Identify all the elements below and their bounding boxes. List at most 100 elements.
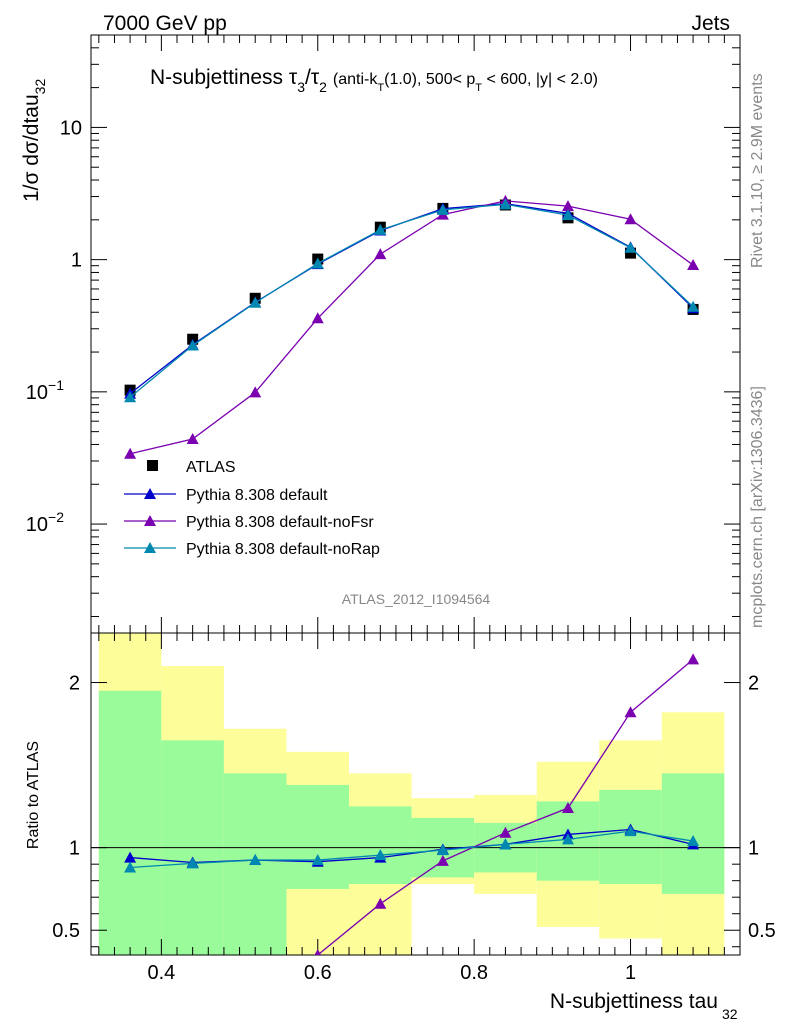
main-y-tick-label: 10 bbox=[60, 117, 82, 139]
title-main: N-subjettiness τ bbox=[150, 66, 298, 89]
ratio-point bbox=[436, 844, 449, 856]
main-series-line bbox=[129, 203, 694, 398]
main-y-label-sub: 32 bbox=[32, 79, 48, 95]
title-cuts-b: (1.0), 500< p bbox=[384, 71, 475, 88]
ratio-frame-box bbox=[90, 632, 741, 956]
main-mc-point bbox=[186, 432, 199, 444]
title-cuts-subT: T bbox=[377, 82, 384, 94]
plot-title: N-subjettiness τ3/τ2 (anti-kT(1.0), 500< … bbox=[150, 66, 598, 95]
main-mc-point bbox=[124, 391, 137, 403]
ratio-series-line bbox=[130, 830, 694, 869]
ratio-point bbox=[499, 826, 512, 838]
x-axis-label-sub: 32 bbox=[722, 1006, 738, 1022]
ratio-band-green bbox=[661, 773, 725, 894]
title-sub3: 3 bbox=[297, 79, 305, 95]
ratio-point bbox=[687, 653, 700, 665]
ratio-point bbox=[311, 854, 324, 866]
x-axis-label-text: N-subjettiness tau bbox=[550, 990, 718, 1013]
main-y-tick-label: 1 bbox=[71, 250, 82, 272]
ratio-point bbox=[561, 802, 574, 814]
ratio-series-1 bbox=[314, 653, 700, 955]
ratio-point bbox=[186, 857, 199, 869]
main-mc-point bbox=[186, 339, 199, 351]
main-mc-point bbox=[624, 213, 637, 225]
main-series-line bbox=[129, 203, 694, 395]
header-right: Jets bbox=[691, 12, 730, 35]
main-series bbox=[124, 194, 700, 459]
header-left: 7000 GeV pp bbox=[103, 12, 227, 35]
main-y-tick-exp: −1 bbox=[48, 377, 64, 393]
main-mc-point bbox=[561, 200, 574, 212]
legend-label: ATLAS bbox=[186, 459, 236, 476]
x-tick-label: 0.6 bbox=[304, 962, 332, 984]
ratio-y-tick-label-right: 0.5 bbox=[748, 920, 776, 942]
ratio-point bbox=[374, 849, 387, 861]
ratio-y-label: Ratio to ATLAS bbox=[25, 741, 42, 849]
main-mc-point bbox=[249, 386, 262, 398]
ratio-point bbox=[124, 861, 137, 873]
ratio-band-green bbox=[349, 806, 412, 884]
main-y-label: 1/σ dσ/dtau32 bbox=[20, 79, 48, 202]
x-tick-label: 0.8 bbox=[460, 962, 488, 984]
legend-marker-triangle bbox=[144, 542, 156, 553]
x-tick-label: 0.4 bbox=[147, 962, 175, 984]
ratio-y-tick-label-left: 0.5 bbox=[52, 920, 80, 942]
legend-marker-square bbox=[147, 460, 158, 471]
rivet-caption: Rivet 3.1.10, ≥ 2.9M events bbox=[749, 73, 766, 268]
main-mc-point bbox=[374, 248, 387, 260]
main-mc-point bbox=[687, 300, 700, 312]
ratio-band-green bbox=[286, 784, 350, 889]
mcplots-caption: mcplots.cern.ch [arXiv:1306.3436] bbox=[749, 386, 766, 628]
main-mc-point bbox=[436, 203, 449, 215]
title-cuts-subT2: T bbox=[475, 82, 482, 94]
main-y-tick-label: 10−2 bbox=[26, 509, 64, 536]
legend-label: Pythia 8.308 default-noRap bbox=[186, 541, 380, 558]
main-y-tick-base: 10 bbox=[26, 514, 48, 536]
legend-label: Pythia 8.308 default-noFsr bbox=[186, 514, 374, 531]
ratio-point bbox=[687, 835, 700, 847]
legend: ATLAS Pythia 8.308 default Pythia 8.308 de… bbox=[124, 459, 380, 558]
ratio-point bbox=[499, 838, 512, 850]
ratio-y-tick-label-right: 1 bbox=[748, 838, 759, 860]
main-y-label-text: 1/σ dσ/dtau bbox=[20, 94, 43, 202]
ratio-point bbox=[436, 854, 449, 866]
main-mc-point bbox=[499, 198, 512, 210]
ratio-band-green bbox=[599, 789, 662, 884]
ratio-point bbox=[561, 833, 574, 845]
main-series-line bbox=[129, 200, 694, 455]
main-series-3 bbox=[124, 198, 700, 403]
x-tick-label: 1 bbox=[625, 962, 636, 984]
ratio-band-green bbox=[223, 773, 287, 955]
ratio-panel: 0.5 0.5 1 1 2 2 0.4 0.6 0.8 1 bbox=[52, 632, 776, 984]
main-mc-point bbox=[624, 241, 637, 253]
ratio-point bbox=[249, 854, 262, 866]
ratio-band-green bbox=[98, 690, 162, 955]
ratio-point bbox=[124, 851, 137, 863]
main-y-tick-base: 10 bbox=[26, 382, 48, 404]
main-data-point bbox=[625, 247, 637, 259]
main-y-tick-label: 10−1 bbox=[26, 377, 64, 404]
title-sub2: 2 bbox=[319, 79, 327, 95]
main-mc-point bbox=[311, 312, 324, 324]
main-mc-point bbox=[374, 223, 387, 235]
main-mc-point bbox=[561, 209, 574, 221]
ratio-y-tick-label-left: 2 bbox=[69, 673, 80, 695]
main-mc-point bbox=[249, 296, 262, 308]
x-axis-label: N-subjettiness tau bbox=[550, 990, 718, 1013]
ratio-point bbox=[624, 825, 637, 837]
main-series-2 bbox=[124, 194, 700, 459]
ratio-series-2 bbox=[124, 825, 700, 873]
analysis-id: ATLAS_2012_I1094564 bbox=[342, 591, 491, 607]
legend-marker-triangle bbox=[144, 488, 156, 499]
title-slash: /τ bbox=[305, 66, 320, 89]
ratio-y-tick-label-right: 2 bbox=[748, 673, 759, 695]
ratio-series-line bbox=[316, 658, 694, 955]
main-mc-point bbox=[124, 447, 137, 459]
ratio-series-group bbox=[124, 653, 700, 955]
main-series-1 bbox=[124, 197, 700, 399]
ratio-point bbox=[624, 706, 637, 718]
ratio-series bbox=[124, 653, 700, 955]
title-cuts-c: < 600, |y| < 2.0) bbox=[482, 71, 598, 88]
